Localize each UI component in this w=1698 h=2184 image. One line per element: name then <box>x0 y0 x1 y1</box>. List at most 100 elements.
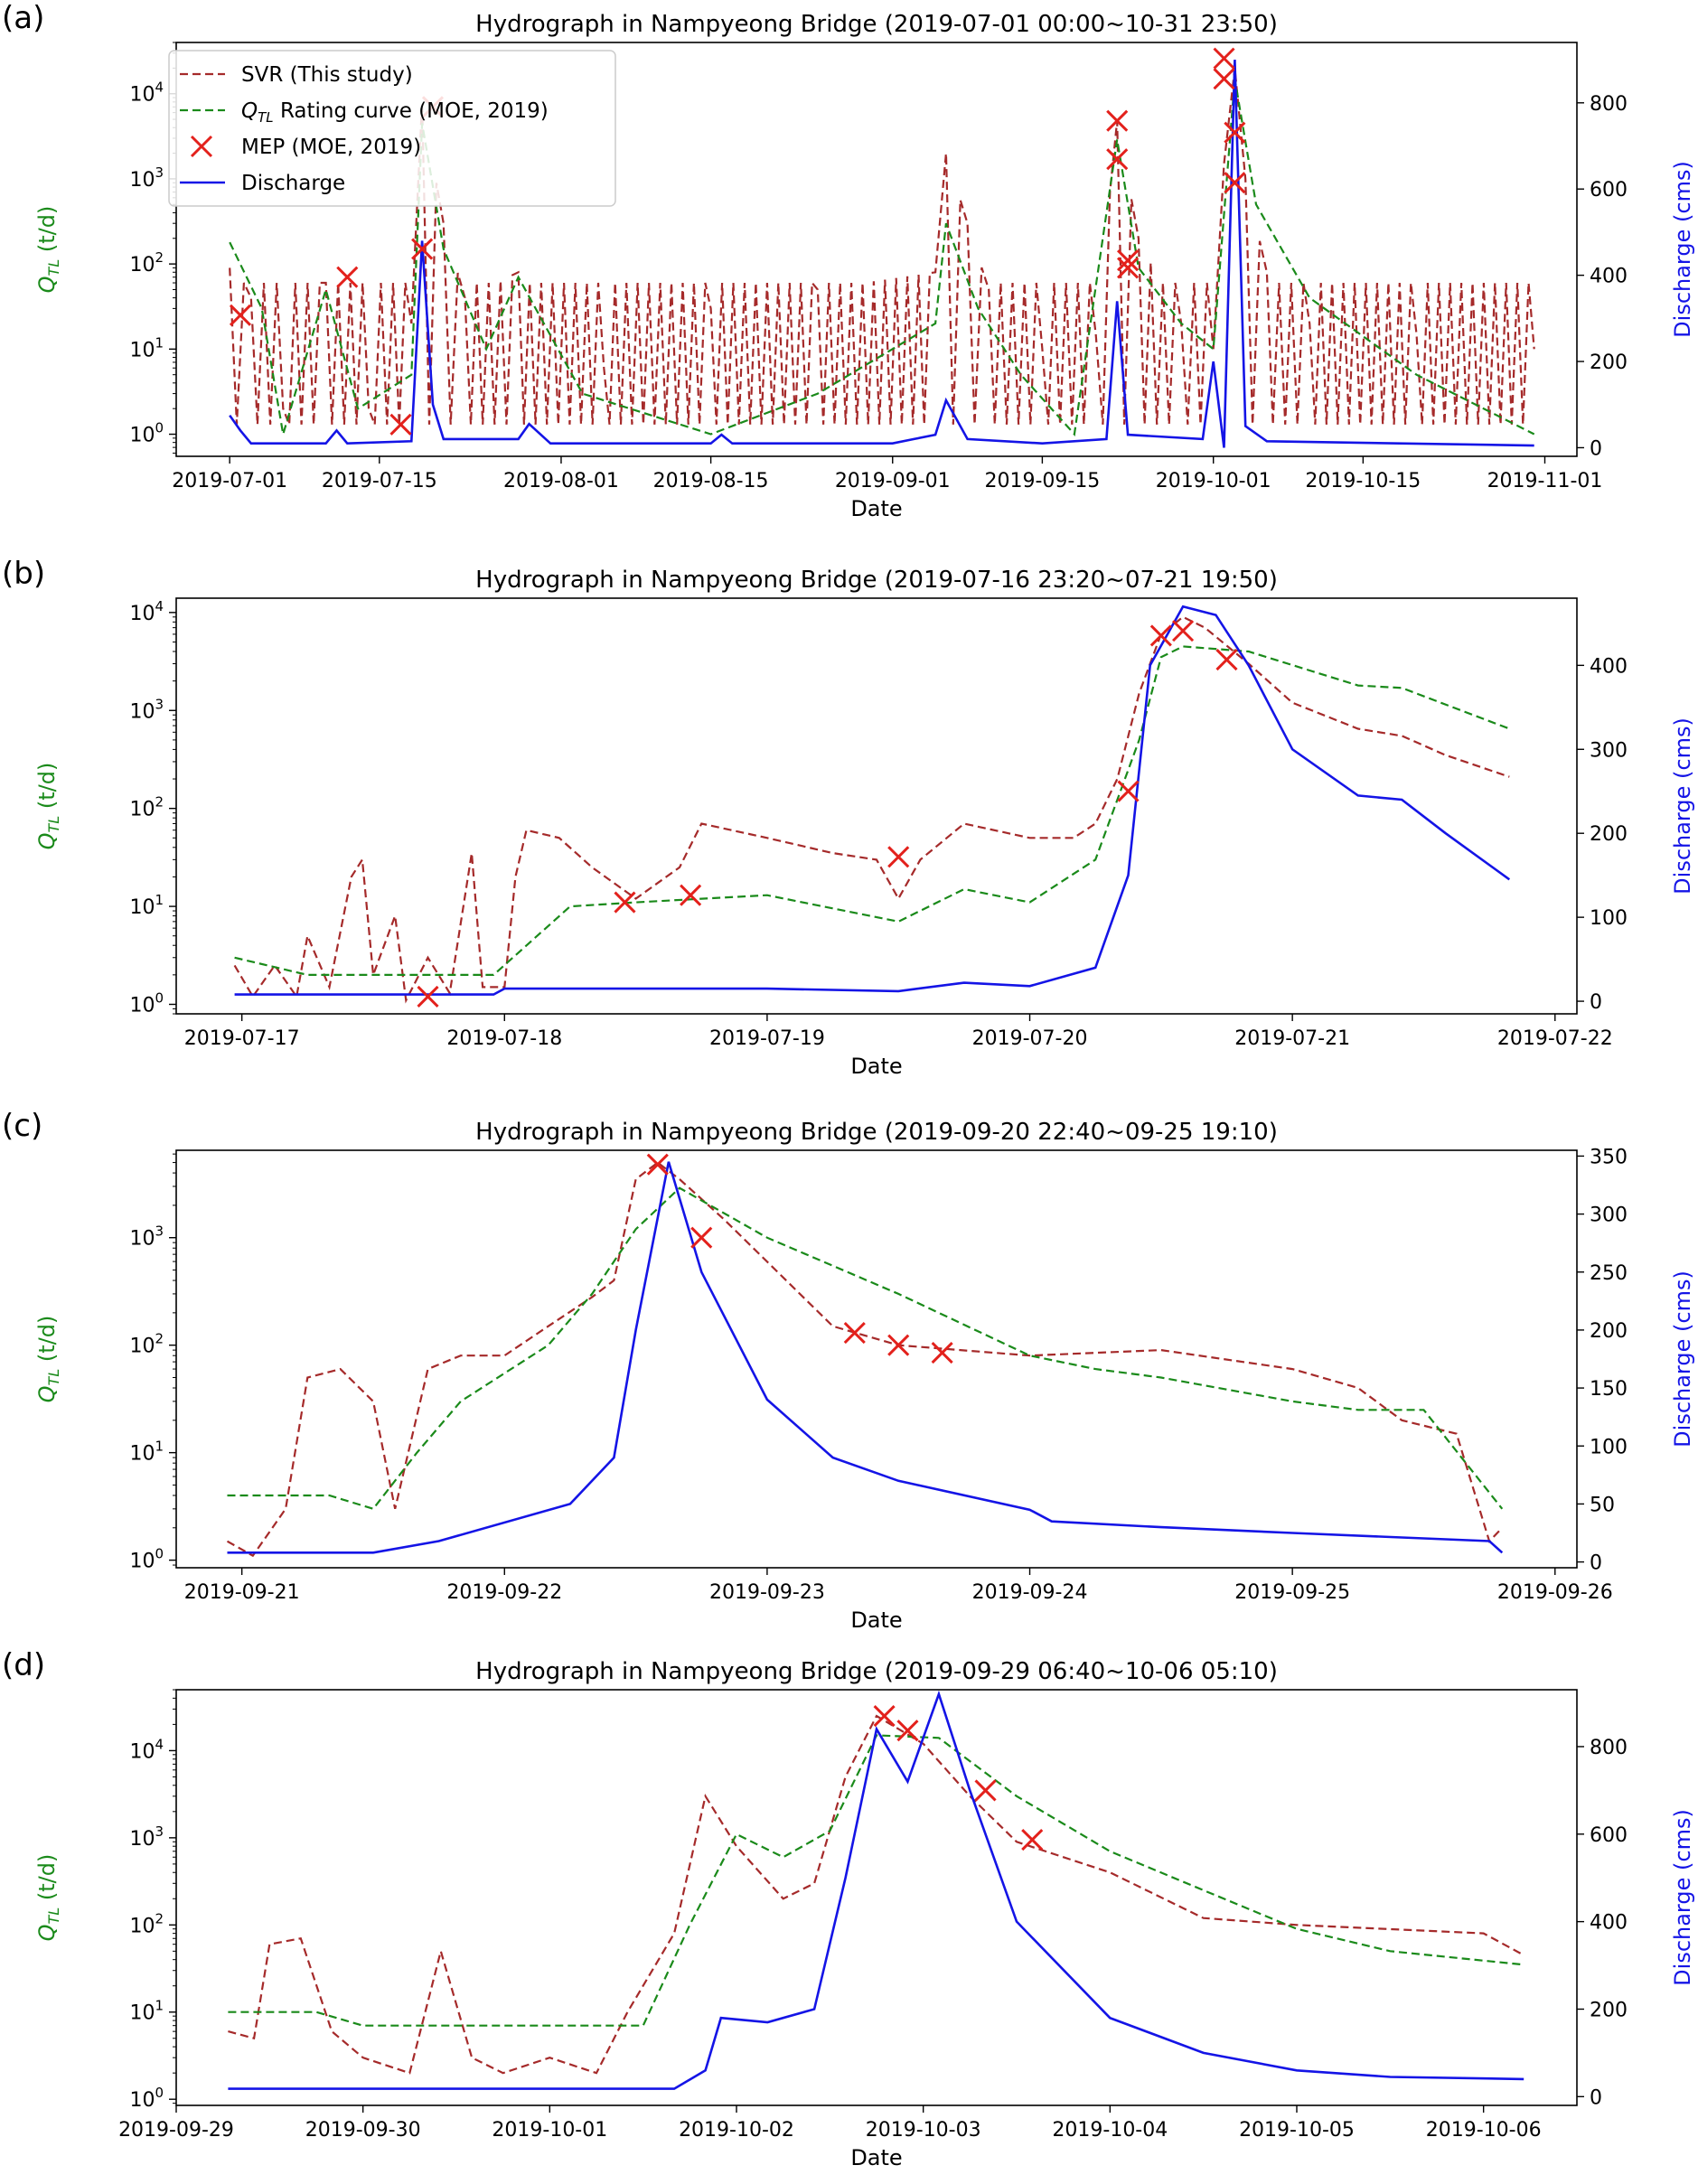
y-left-tick-label: 100 <box>129 989 164 1017</box>
mep-point <box>843 1322 866 1345</box>
y-right-tick-label: 100 <box>1590 907 1628 930</box>
y-right-tick-label: 400 <box>1590 266 1628 288</box>
y-left-label: QTL (t/d) <box>34 763 62 850</box>
chart-title: Hydrograph in Nampyeong Bridge (2019-09-… <box>475 1658 1278 1685</box>
y-left-tick-label: 103 <box>129 1223 164 1251</box>
x-tick-label: 2019-10-15 <box>1305 470 1421 492</box>
y-left-tick-label: 100 <box>129 2085 164 2112</box>
plot-area <box>233 605 1511 1008</box>
mep-point <box>1224 172 1246 194</box>
y-right-tick-label: 50 <box>1590 1494 1615 1516</box>
y-left-tick-label: 103 <box>129 164 164 192</box>
x-tick-label: 2019-09-30 <box>305 2119 421 2142</box>
y-left-tick-label: 102 <box>129 249 164 277</box>
plot-area <box>226 1153 1504 1558</box>
chart-title: Hydrograph in Nampyeong Bridge (2019-07-… <box>475 567 1278 594</box>
plot-frame <box>175 1689 1578 2106</box>
panel-label: (a) <box>2 0 44 36</box>
y-right-label: Discharge (cms) <box>1670 1809 1695 1986</box>
legend-discharge-label: Discharge <box>241 172 345 195</box>
panel-label: (c) <box>2 1108 42 1144</box>
y-right-tick-label: 0 <box>1590 437 1602 460</box>
series-svr <box>226 1161 1504 1558</box>
mep-point <box>1116 249 1140 272</box>
y-left-tick-label: 101 <box>129 334 164 361</box>
x-axis-label: Date <box>850 1608 902 1633</box>
mep-point <box>1149 624 1172 647</box>
y-right-label: Discharge (cms) <box>1670 1270 1695 1448</box>
y-left-tick-label: 100 <box>129 420 164 447</box>
mep-point <box>690 1226 713 1249</box>
y-right-tick-label: 0 <box>1590 1552 1602 1575</box>
legend-box <box>168 50 616 207</box>
x-tick-label: 2019-09-25 <box>1234 1581 1350 1604</box>
mep-point <box>1213 47 1235 70</box>
series-svr <box>229 68 1535 426</box>
x-axis-label: Date <box>850 496 902 521</box>
series-rating <box>234 645 1510 976</box>
chart-panel-4: (d) Hydrograph in Nampyeong Bridge (2019-… <box>2 1647 1695 2170</box>
legend-rating-label: QTL Rating curve (MOE, 2019) <box>241 99 549 126</box>
y-left-tick-label: 101 <box>129 1998 164 2025</box>
x-tick-label: 2019-09-29 <box>118 2119 234 2142</box>
plot-area <box>228 1690 1524 2090</box>
y-right-tick-label: 0 <box>1590 2086 1602 2109</box>
chart-title: Hydrograph in Nampyeong Bridge (2019-09-… <box>475 1119 1278 1146</box>
y-right-tick-label: 200 <box>1590 1320 1628 1343</box>
mep-point <box>887 1334 910 1356</box>
x-tick-label: 2019-09-15 <box>984 470 1100 492</box>
y-right-tick-label: 150 <box>1590 1378 1628 1401</box>
x-tick-label: 2019-09-26 <box>1497 1581 1613 1604</box>
panel-label: (d) <box>2 1647 45 1683</box>
y-left-tick-label: 103 <box>129 1823 164 1851</box>
chart-panel-3: (c) Hydrograph in Nampyeong Bridge (2019-… <box>2 1108 1695 1633</box>
x-tick-label: 2019-08-01 <box>503 470 619 492</box>
y-right-tick-label: 250 <box>1590 1262 1628 1285</box>
x-axis-label: Date <box>850 1054 902 1079</box>
mep-point <box>1213 68 1235 90</box>
mep-point <box>896 1720 919 1742</box>
y-right-tick-label: 200 <box>1590 1999 1628 2021</box>
x-axis-label: Date <box>850 2145 902 2170</box>
mep-point <box>229 304 252 326</box>
x-tick-label: 2019-10-04 <box>1052 2119 1168 2142</box>
y-left-tick-label: 102 <box>129 1331 164 1358</box>
mep-point <box>1117 780 1140 802</box>
legend-mep-marker <box>190 135 213 158</box>
y-left-tick-label: 101 <box>129 892 164 919</box>
mep-point <box>1116 257 1140 279</box>
y-left-tick-label: 104 <box>129 598 164 625</box>
x-tick-label: 2019-07-17 <box>184 1027 300 1050</box>
mep-point <box>411 238 434 260</box>
x-tick-label: 2019-11-01 <box>1487 470 1603 492</box>
y-right-label: Discharge (cms) <box>1670 717 1695 895</box>
mep-point <box>646 1153 669 1176</box>
y-left-tick-label: 104 <box>129 80 164 107</box>
y-right-tick-label: 300 <box>1590 739 1628 762</box>
x-tick-label: 2019-07-01 <box>172 470 287 492</box>
panel-label: (b) <box>2 556 45 592</box>
mep-point <box>1021 1828 1044 1851</box>
series-discharge <box>227 1161 1504 1554</box>
y-right-tick-label: 400 <box>1590 1912 1628 1935</box>
plot-frame <box>175 42 1578 457</box>
mep-point <box>974 1779 997 1802</box>
plot-frame <box>175 1149 1578 1569</box>
x-tick-label: 2019-07-19 <box>709 1027 825 1050</box>
series-svr <box>233 615 1510 1004</box>
x-tick-label: 2019-09-21 <box>184 1581 300 1604</box>
mep-point <box>1106 148 1129 171</box>
y-right-tick-label: 600 <box>1590 179 1628 202</box>
mep-point <box>887 846 910 868</box>
y-left-tick-label: 104 <box>129 1736 164 1763</box>
y-left-label: QTL (t/d) <box>34 1316 62 1403</box>
legend: SVR (This study) QTL Rating curve (MOE, 2… <box>168 50 616 207</box>
y-left-label: QTL (t/d) <box>34 1854 62 1942</box>
legend-mep-label: MEP (MOE, 2019) <box>241 136 421 159</box>
x-tick-label: 2019-09-24 <box>972 1581 1088 1604</box>
x-tick-label: 2019-10-01 <box>492 2119 607 2142</box>
chart-panel-2: (b) Hydrograph in Nampyeong Bridge (2019-… <box>2 556 1695 1079</box>
y-right-tick-label: 0 <box>1590 991 1602 1014</box>
x-tick-label: 2019-10-06 <box>1426 2119 1542 2142</box>
